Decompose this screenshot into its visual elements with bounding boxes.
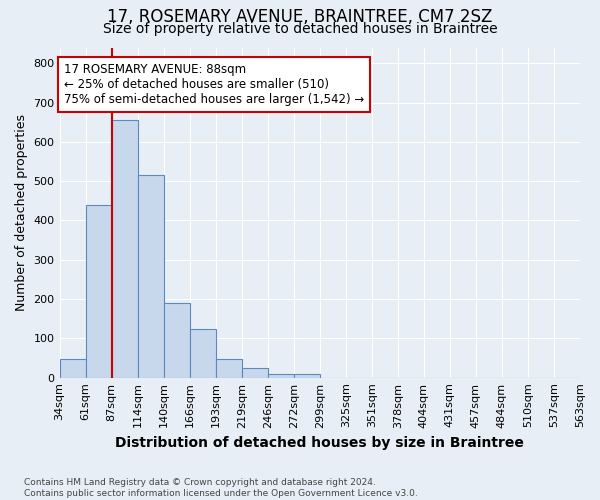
Text: Contains HM Land Registry data © Crown copyright and database right 2024.
Contai: Contains HM Land Registry data © Crown c… <box>24 478 418 498</box>
Text: 17 ROSEMARY AVENUE: 88sqm
← 25% of detached houses are smaller (510)
75% of semi: 17 ROSEMARY AVENUE: 88sqm ← 25% of detac… <box>64 63 364 106</box>
Bar <box>137 175 164 378</box>
Y-axis label: Number of detached properties: Number of detached properties <box>15 114 28 311</box>
Bar <box>268 374 294 378</box>
Bar <box>215 359 242 378</box>
Bar <box>86 204 112 378</box>
Bar <box>294 374 320 378</box>
Text: Size of property relative to detached houses in Braintree: Size of property relative to detached ho… <box>103 22 497 36</box>
Text: 17, ROSEMARY AVENUE, BRAINTREE, CM7 2SZ: 17, ROSEMARY AVENUE, BRAINTREE, CM7 2SZ <box>107 8 493 26</box>
Bar <box>190 328 215 378</box>
Bar <box>164 303 190 378</box>
Bar <box>112 120 137 378</box>
Bar <box>59 359 86 378</box>
X-axis label: Distribution of detached houses by size in Braintree: Distribution of detached houses by size … <box>115 436 524 450</box>
Bar <box>242 368 268 378</box>
